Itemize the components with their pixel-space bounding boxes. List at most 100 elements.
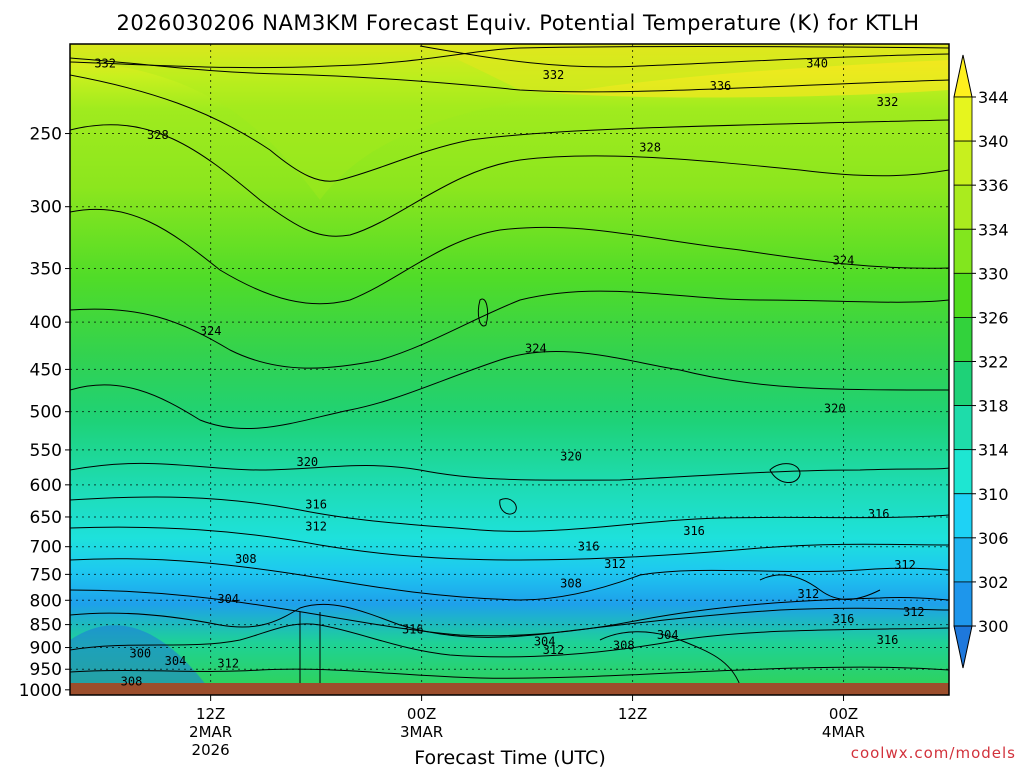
contour-label: 316: [402, 622, 424, 636]
y-tick-label: 300: [30, 198, 62, 218]
y-tick-label: 350: [30, 260, 62, 280]
colorbar-label: 340: [978, 132, 1009, 151]
plot-area: [70, 44, 949, 695]
contour-labels: 340 336 332 332 332 328 328 324 324 324 320 320 320 3…: [94, 57, 924, 689]
contour-label: 316: [683, 524, 705, 538]
colorbar-segment: [953, 537, 973, 583]
y-tick-label: 650: [30, 508, 62, 528]
contour-label: 316: [868, 507, 890, 521]
y-tick-label: 450: [30, 360, 62, 380]
colorbar-label: 334: [978, 220, 1009, 239]
upper-green-band: [70, 44, 949, 200]
contour-line: [70, 208, 949, 305]
contour-line: [70, 124, 949, 237]
colorbar-segment: [953, 140, 973, 186]
colorbar-label: 310: [978, 485, 1009, 504]
contour-label: 320: [296, 455, 318, 469]
y-tick-label: 800: [30, 591, 62, 611]
chart-title: 2026030206 NAM3KM Forecast Equiv. Potent…: [116, 11, 919, 35]
x-axis-title: Forecast Time (UTC): [414, 747, 605, 768]
colorbar-segment: [953, 272, 973, 318]
colorbar-segment: [953, 581, 973, 627]
colorbar-segment: [953, 96, 973, 142]
colorbar: 344 340 336 334 330 326 322 318 314 310 306 302 300: [953, 54, 1009, 669]
contour-label: 308: [560, 576, 582, 590]
colorbar-label: 318: [978, 397, 1009, 416]
colorbar-segment: [953, 317, 973, 362]
x-tick-label: 12Z: [196, 705, 225, 723]
y-axis: 250 300 350 400 450 500 550 600 650 700 750 800 850 9…: [19, 125, 70, 701]
x-tick-date: 3MAR: [400, 723, 443, 741]
contour-label: 308: [613, 638, 635, 652]
y-tick-label: 950: [30, 660, 62, 680]
contour-line: [70, 589, 949, 637]
y-tick-label: 600: [30, 476, 62, 496]
colorbar-label: 336: [978, 176, 1009, 195]
contour-line: [419, 45, 949, 68]
colorbar-segment: [953, 493, 973, 539]
colorbar-segment: [953, 405, 973, 451]
y-tick-label: 850: [30, 616, 62, 636]
y-tick-label: 500: [30, 403, 62, 423]
y-tick-label: 1000: [19, 681, 62, 701]
contour-label: 316: [833, 612, 855, 626]
contour-label: 312: [217, 657, 239, 671]
contour-line: [70, 666, 949, 679]
contour-label: 340: [806, 57, 828, 71]
x-tick-label: 00Z: [407, 705, 436, 723]
contour-line: [70, 623, 949, 658]
credit-text: coolwx.com/models: [851, 744, 1016, 762]
high-theta-e-band: [420, 44, 949, 98]
contour-line: [70, 57, 949, 93]
contour-line: [70, 558, 949, 601]
contour-label: 332: [877, 95, 899, 109]
contour-line: [769, 463, 801, 483]
contour-label: 324: [833, 253, 855, 267]
colorbar-segment: [953, 228, 973, 274]
contour-line: [70, 526, 949, 561]
y-tick-label: 900: [30, 639, 62, 659]
contour-label: 316: [877, 633, 899, 647]
contour-line: [70, 496, 949, 532]
contour-label: 308: [121, 675, 143, 689]
y-tick-label: 250: [30, 125, 62, 145]
y-tick-label: 700: [30, 538, 62, 558]
contour-line: [599, 631, 741, 686]
contour-label: 300: [129, 647, 151, 661]
colorbar-segment: [953, 184, 973, 230]
contour-label: 304: [165, 654, 187, 668]
x-tick-year: 2026: [192, 741, 230, 759]
colorbar-segment: [953, 449, 973, 495]
contour-label: 336: [710, 79, 732, 93]
contour-label: 324: [200, 324, 222, 338]
colorbar-label: 306: [978, 529, 1009, 548]
colorbar-label: 300: [978, 617, 1009, 636]
contour-label: 328: [639, 141, 661, 155]
contour-label: 320: [824, 401, 846, 415]
contour-label: 312: [543, 643, 565, 657]
colorbar-top-arrow: [953, 54, 973, 98]
contour-label: 312: [305, 520, 327, 534]
y-tick-label: 550: [30, 441, 62, 461]
x-tick-date: 2MAR: [189, 723, 232, 741]
contour-label: 324: [525, 341, 547, 355]
contour-label: 332: [94, 57, 116, 71]
contour-label: 320: [560, 449, 582, 463]
colorbar-label: 314: [978, 441, 1009, 460]
y-tick-label: 750: [30, 565, 62, 585]
grid-lines: [70, 44, 949, 695]
contour-label: 308: [235, 552, 257, 566]
contour-label: 312: [894, 558, 916, 572]
contour-line: [499, 498, 517, 515]
contour-line: [70, 603, 949, 638]
contour-line: [70, 74, 949, 182]
colorbar-label: 344: [978, 88, 1009, 107]
colorbar-label: 322: [978, 353, 1009, 372]
contour-label: 332: [543, 68, 565, 82]
contour-label: 316: [578, 540, 600, 554]
contour-label: 328: [147, 128, 169, 142]
x-tick-date: 4MAR: [822, 723, 865, 741]
ground-bar: [70, 683, 949, 695]
